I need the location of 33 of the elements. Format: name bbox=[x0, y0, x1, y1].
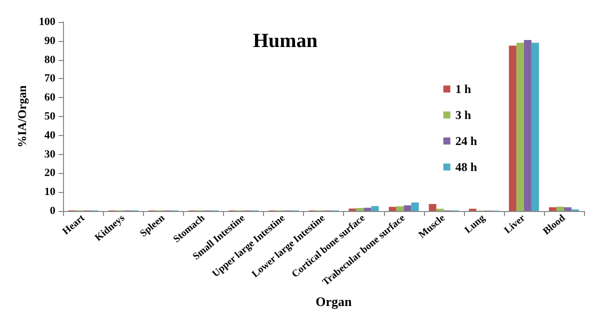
legend-label: 48 h bbox=[455, 160, 478, 174]
bar bbox=[516, 42, 524, 211]
legend-label: 1 h bbox=[455, 82, 472, 96]
y-tick-label: 10 bbox=[44, 186, 56, 198]
y-tick-label: 50 bbox=[44, 110, 56, 122]
y-tick-label: 30 bbox=[44, 148, 56, 160]
bar bbox=[371, 206, 379, 211]
bar bbox=[508, 46, 516, 211]
bar bbox=[356, 208, 364, 211]
legend-label: 24 h bbox=[455, 134, 478, 148]
bar bbox=[404, 205, 412, 211]
bar bbox=[411, 202, 419, 211]
bar bbox=[556, 206, 564, 211]
x-axis-title: Organ bbox=[316, 294, 353, 309]
y-tick-label: 60 bbox=[44, 92, 56, 104]
bar bbox=[548, 207, 556, 211]
y-tick-label: 40 bbox=[44, 129, 56, 142]
y-tick-label: 70 bbox=[44, 72, 56, 85]
y-tick-label: 0 bbox=[50, 205, 56, 217]
chart-title: Human bbox=[253, 30, 318, 52]
bar bbox=[388, 206, 396, 211]
y-tick-label: 100 bbox=[38, 16, 56, 28]
bar bbox=[364, 208, 372, 211]
y-tick-label: 80 bbox=[44, 54, 56, 66]
bar bbox=[564, 207, 572, 211]
y-axis-title: %IA/Organ bbox=[15, 85, 29, 148]
bar bbox=[428, 204, 436, 211]
y-tick-label: 90 bbox=[44, 34, 56, 47]
bar bbox=[524, 40, 532, 211]
y-tick-label: 20 bbox=[44, 167, 56, 180]
bar bbox=[531, 42, 539, 211]
bar bbox=[396, 206, 404, 211]
legend-label: 3 h bbox=[455, 108, 472, 122]
